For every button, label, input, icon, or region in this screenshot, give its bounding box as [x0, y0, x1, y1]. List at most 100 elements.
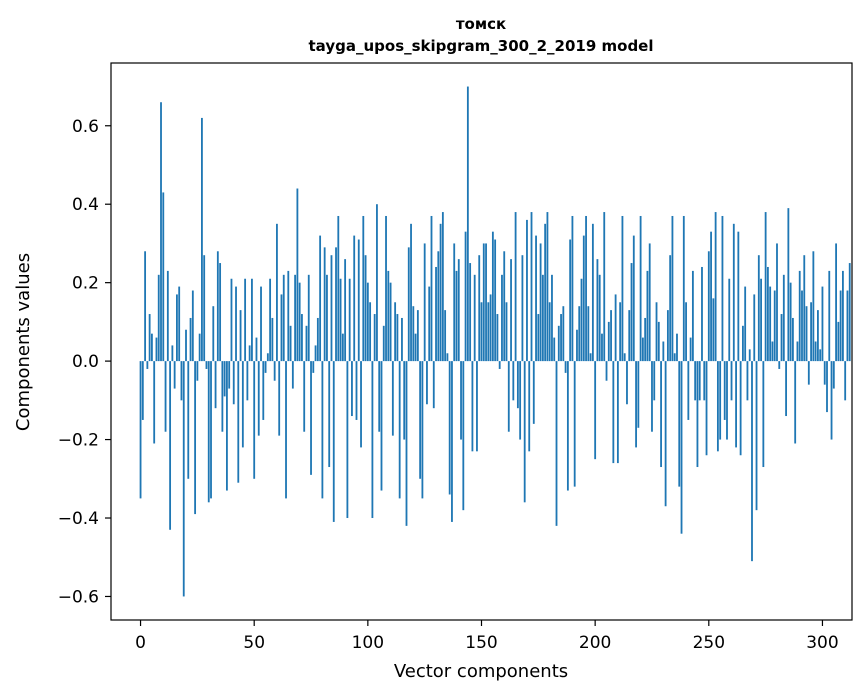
bar-172	[530, 212, 533, 362]
bar-48	[248, 345, 251, 362]
bar-115	[401, 317, 403, 362]
bar-220	[639, 215, 642, 362]
bar-264	[739, 361, 742, 456]
bar-131	[437, 251, 440, 362]
bar-138	[453, 243, 456, 362]
bar-5	[151, 333, 153, 362]
bar-133	[441, 212, 444, 362]
bar-214	[626, 361, 628, 405]
bar-45	[241, 361, 244, 448]
bar-222	[644, 317, 647, 362]
bar-29	[205, 361, 208, 369]
bar-139	[455, 270, 458, 362]
bar-162	[507, 361, 510, 432]
bar-2	[144, 251, 147, 362]
bar-62	[280, 294, 283, 362]
bar-135	[446, 353, 449, 362]
bar-37	[223, 361, 226, 397]
bar-288	[794, 361, 797, 444]
bar-51	[255, 337, 258, 362]
bar-126	[426, 361, 428, 405]
bar-110	[389, 282, 392, 362]
bar-244	[694, 361, 697, 401]
bar-64	[285, 361, 287, 499]
bar-273	[760, 278, 762, 362]
bar-308	[839, 290, 842, 362]
bar-176	[539, 243, 542, 362]
x-tick-label: 50	[243, 633, 265, 653]
bar-23	[191, 290, 194, 362]
bar-159	[501, 274, 503, 362]
bar-223	[646, 270, 649, 362]
bar-198	[589, 353, 592, 362]
bar-297	[814, 341, 817, 362]
bar-95	[355, 361, 358, 420]
bar-236	[676, 333, 678, 362]
bar-76	[312, 361, 315, 373]
bar-11	[164, 361, 167, 432]
bar-75	[310, 361, 312, 475]
bar-175	[537, 314, 540, 362]
bar-99	[364, 255, 367, 362]
bar-96	[357, 239, 360, 362]
bar-122	[416, 310, 419, 362]
bar-157	[496, 314, 499, 362]
bar-289	[796, 341, 799, 362]
bar-32	[212, 306, 215, 362]
bar-178	[544, 223, 547, 362]
bar-146	[471, 361, 474, 452]
bar-114	[398, 361, 401, 499]
bar-17	[178, 286, 181, 362]
bar-265	[741, 325, 744, 362]
bar-177	[541, 274, 544, 362]
y-tick-label: 0.0	[72, 352, 99, 372]
bar-30	[207, 361, 210, 503]
bar-203	[601, 333, 603, 362]
bar-181	[551, 274, 553, 362]
bar-41	[232, 361, 235, 405]
bar-98	[362, 215, 365, 362]
bar-9	[160, 102, 162, 362]
bar-251	[710, 231, 712, 362]
bar-278	[771, 341, 774, 362]
bar-85	[332, 361, 335, 522]
bar-68	[294, 274, 297, 362]
bar-168	[521, 255, 524, 362]
bar-6	[153, 361, 156, 444]
bar-130	[435, 266, 437, 362]
y-tick-label: 0.6	[72, 117, 99, 137]
bar-174	[535, 235, 537, 362]
bar-232	[666, 310, 669, 362]
bar-287	[791, 317, 794, 362]
bar-46	[244, 278, 247, 362]
bar-53	[260, 286, 262, 362]
bar-141	[460, 361, 462, 440]
bar-27	[201, 117, 203, 362]
bar-35	[219, 263, 222, 362]
bar-228	[657, 321, 660, 362]
bar-52	[257, 361, 260, 436]
bar-192	[576, 329, 578, 362]
bar-201	[596, 259, 599, 362]
bar-184	[557, 325, 560, 362]
bar-194	[580, 278, 583, 362]
bar-109	[387, 270, 390, 362]
bar-108	[385, 215, 387, 362]
bar-79	[319, 235, 322, 362]
bar-144	[466, 86, 469, 362]
bar-63	[282, 274, 285, 362]
x-tick-label: 300	[806, 633, 838, 653]
bar-15	[173, 361, 176, 389]
bar-179	[546, 212, 549, 362]
bar-120	[412, 306, 415, 362]
bar-260	[730, 361, 733, 401]
x-tick-label: 100	[352, 633, 384, 653]
bar-212	[621, 215, 624, 362]
bar-7	[155, 337, 158, 362]
bar-103	[373, 314, 376, 362]
bar-249	[705, 361, 708, 456]
bar-225	[651, 361, 653, 432]
bar-190	[571, 215, 574, 362]
bar-147	[473, 274, 476, 362]
bar-187	[564, 361, 567, 373]
